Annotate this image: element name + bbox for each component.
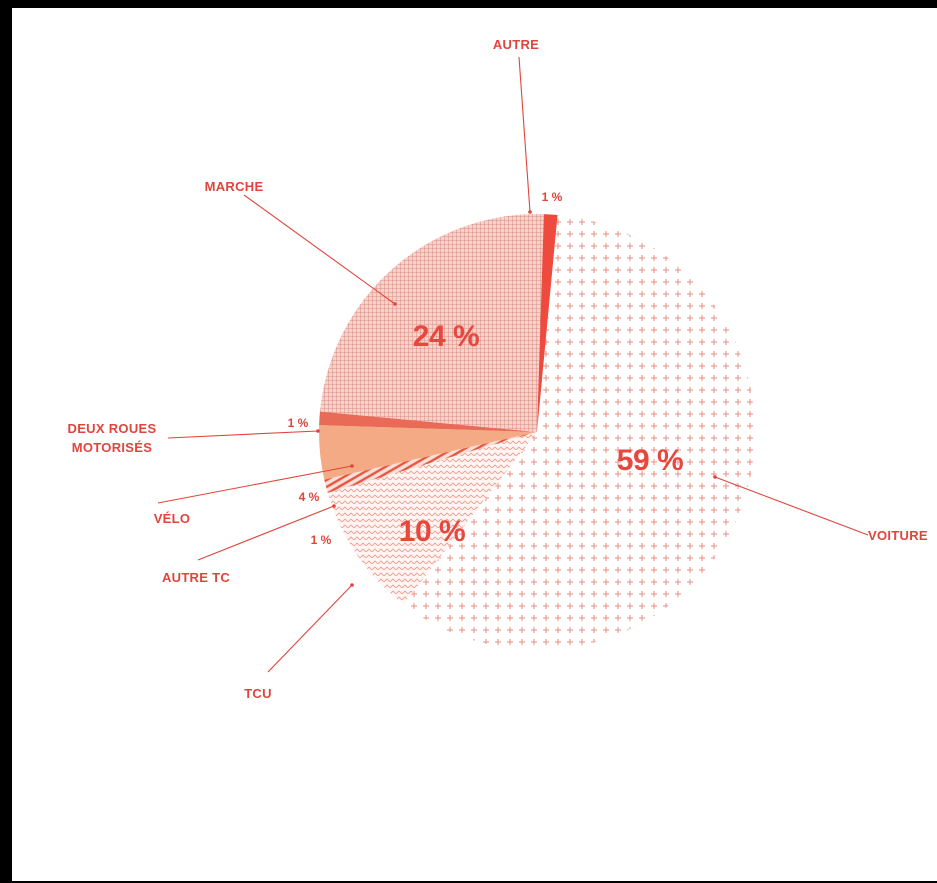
velo-pct: 4 % (299, 490, 320, 504)
left-black-border (0, 0, 12, 883)
leader-dot-tcu (350, 583, 354, 587)
leader-dot-autre (528, 210, 532, 214)
leader-voiture (714, 476, 869, 536)
slice-labels: VOITURE TCU AUTRE TC VÉLO DEUX ROUES MOTORISÉ… (68, 37, 928, 701)
voiture-pct: 59 % (617, 444, 683, 477)
leader-dot-voiture (713, 475, 717, 479)
pie-slices (319, 214, 756, 651)
leader-marche (243, 194, 396, 305)
leader-dot-deux_roues (316, 429, 320, 433)
pie-slice-marche (319, 214, 544, 432)
pie-slice-deux_roues (319, 411, 537, 432)
leader-lines (157, 56, 869, 673)
pie-slice-velo (319, 425, 537, 480)
leader-velo (157, 465, 353, 504)
autre_tc-label: AUTRE TC (162, 570, 230, 585)
leader-autre_tc (197, 505, 335, 561)
autre-pct: 1 % (542, 190, 563, 204)
leader-tcu (267, 584, 353, 673)
leader-deux_roues (167, 430, 319, 439)
tcu-pct: 10 % (399, 515, 465, 548)
leader-dot-marche (393, 302, 397, 306)
leader-dot-velo (350, 464, 354, 468)
pie-slice-voiture (403, 214, 756, 651)
marche-pct: 24 % (413, 320, 479, 353)
deux_roues-label: DEUX ROUES (68, 421, 157, 436)
autre-label: AUTRE (493, 37, 539, 52)
pie-slice-tcu (327, 432, 537, 605)
voiture-label: VOITURE (868, 528, 928, 543)
tcu-label: TCU (244, 686, 272, 701)
velo-label: VÉLO (154, 511, 191, 526)
pie-slice-autre (537, 214, 558, 432)
leader-autre (518, 56, 531, 213)
autre_tc-pct: 1 % (311, 533, 332, 547)
pie-slice-autre_tc (324, 432, 537, 493)
marche-label: MARCHE (205, 179, 264, 194)
deux_roues-label2: MOTORISÉS (72, 440, 153, 455)
deux_roues-pct: 1 % (288, 416, 309, 430)
leader-dot-autre_tc (332, 504, 336, 508)
